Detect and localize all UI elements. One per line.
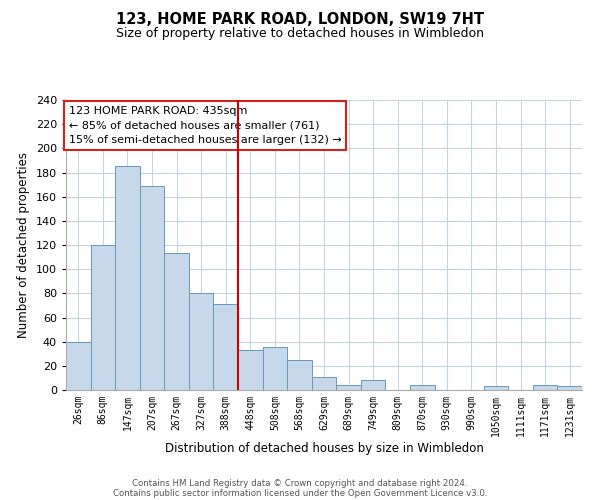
Bar [312, 376, 336, 390]
Bar [533, 385, 557, 390]
Bar [263, 346, 287, 390]
Text: 123 HOME PARK ROAD: 435sqm
← 85% of detached houses are smaller (761)
15% of sem: 123 HOME PARK ROAD: 435sqm ← 85% of deta… [68, 106, 341, 144]
Bar [189, 294, 214, 390]
Text: Contains HM Land Registry data © Crown copyright and database right 2024.: Contains HM Land Registry data © Crown c… [132, 478, 468, 488]
Text: 123, HOME PARK ROAD, LONDON, SW19 7HT: 123, HOME PARK ROAD, LONDON, SW19 7HT [116, 12, 484, 28]
Bar [336, 385, 361, 390]
Text: Contains public sector information licensed under the Open Government Licence v3: Contains public sector information licen… [113, 488, 487, 498]
Text: Size of property relative to detached houses in Wimbledon: Size of property relative to detached ho… [116, 28, 484, 40]
Bar [557, 386, 582, 390]
Bar [214, 304, 238, 390]
Bar [140, 186, 164, 390]
Bar [238, 350, 263, 390]
Bar [66, 342, 91, 390]
Bar [361, 380, 385, 390]
Bar [484, 386, 508, 390]
X-axis label: Distribution of detached houses by size in Wimbledon: Distribution of detached houses by size … [164, 442, 484, 454]
Bar [91, 245, 115, 390]
Y-axis label: Number of detached properties: Number of detached properties [17, 152, 30, 338]
Bar [410, 385, 434, 390]
Bar [287, 360, 312, 390]
Bar [164, 254, 189, 390]
Bar [115, 166, 140, 390]
